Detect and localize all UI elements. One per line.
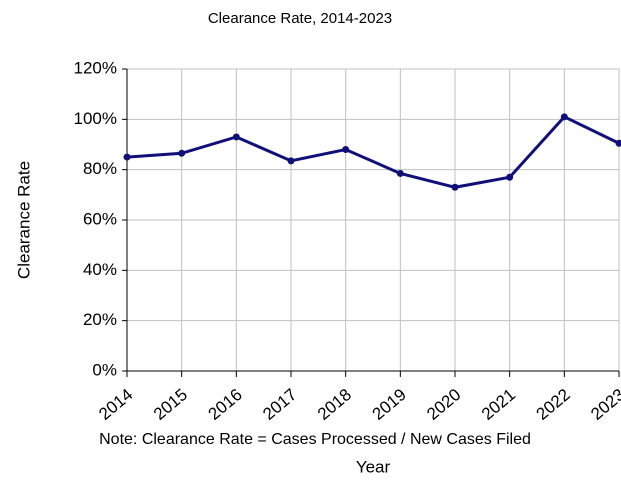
data-point — [451, 183, 459, 191]
y-tick-label: 40% — [83, 260, 117, 279]
x-tick-label: 2016 — [205, 385, 246, 424]
x-tick-label: 2020 — [423, 385, 464, 424]
x-tick-label: 2019 — [369, 385, 410, 424]
data-point — [232, 133, 240, 141]
x-axis-label: Year — [356, 457, 391, 476]
data-point — [123, 153, 131, 161]
data-line — [126, 114, 620, 189]
chart-title: Clearance Rate, 2014-2023 — [208, 10, 392, 27]
x-tick-label: 2022 — [533, 385, 574, 424]
y-tick-label: 0% — [92, 360, 117, 379]
x-tick-label: 2014 — [95, 385, 136, 424]
data-point — [342, 146, 350, 154]
y-tick-label: 60% — [83, 209, 117, 228]
data-point — [396, 169, 404, 177]
x-tick-label: 2021 — [478, 385, 519, 424]
x-tick-label: 2018 — [314, 385, 355, 424]
data-point — [287, 157, 295, 165]
x-tick-label: 2015 — [150, 385, 191, 424]
y-tick-label: 100% — [74, 109, 117, 128]
data-point — [506, 173, 514, 181]
note: Note: Clearance Rate = Cases Processed /… — [99, 431, 531, 448]
data-point — [178, 149, 186, 157]
y-tick-label: 80% — [83, 159, 117, 178]
y-tick-label: 120% — [74, 58, 117, 77]
y-axis-label: Clearance Rate — [14, 161, 33, 279]
data-point — [560, 113, 568, 121]
x-tick-label: 2023 — [587, 385, 621, 424]
y-tick-label: 20% — [83, 310, 117, 329]
x-tick-label: 2017 — [259, 385, 300, 424]
data-point — [615, 139, 621, 147]
